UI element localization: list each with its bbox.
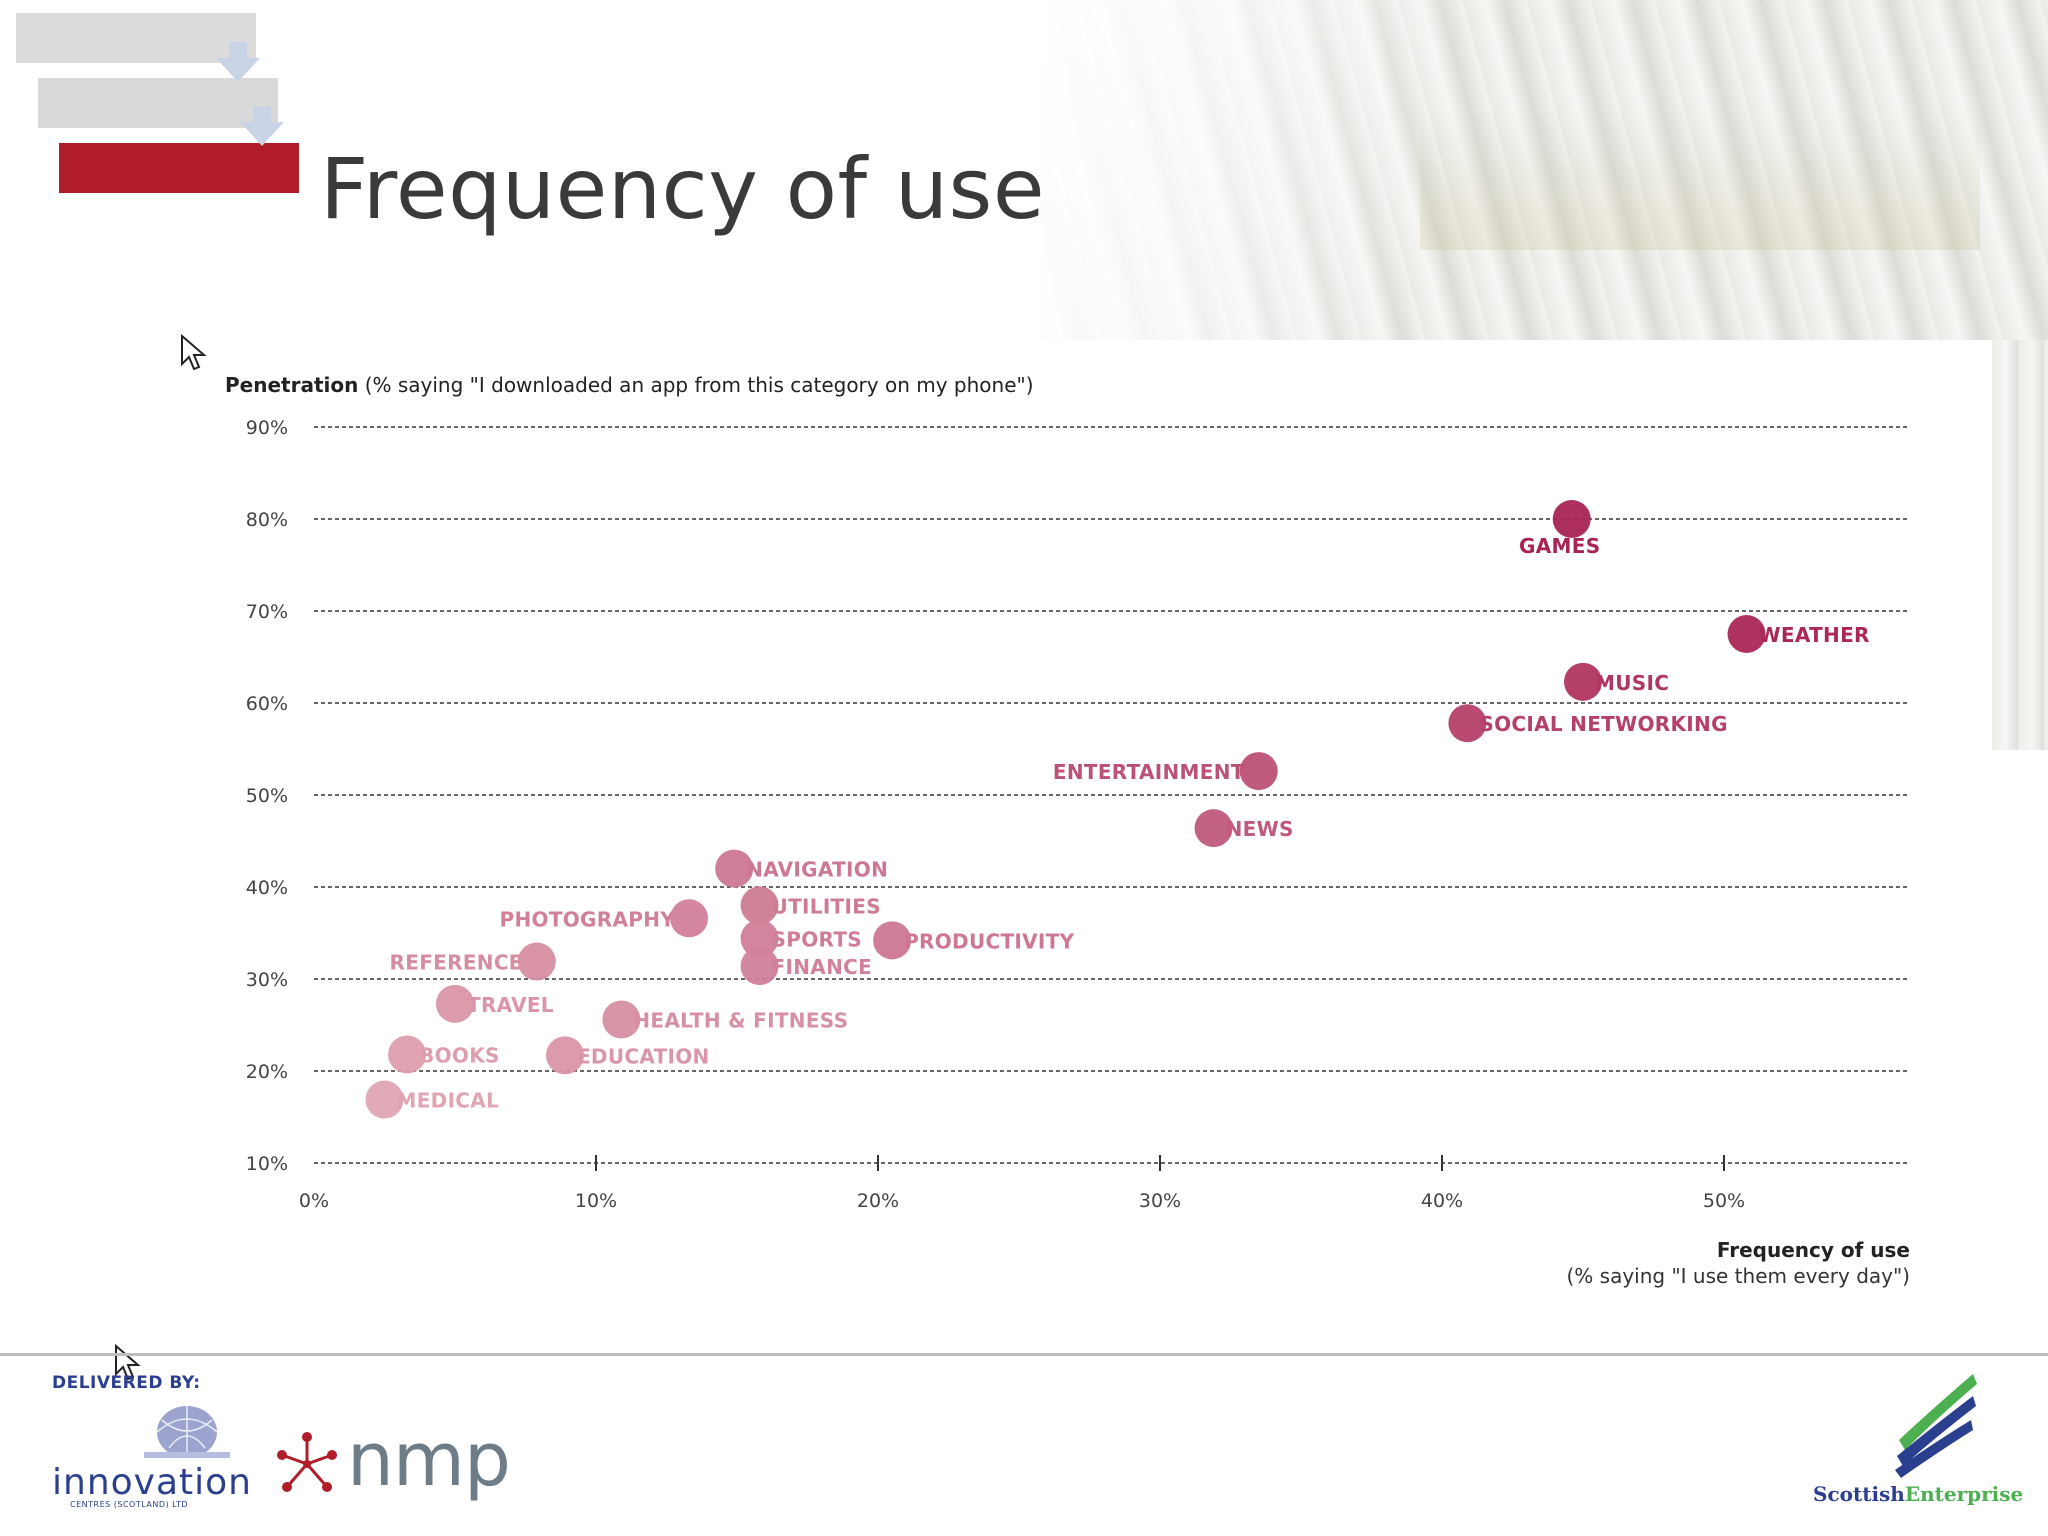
data-label: MEDICAL bbox=[397, 1089, 500, 1113]
y-tick-labels: 10% 20% 30% 40% 50% 60% 70% 80% 90% bbox=[246, 417, 288, 1175]
header-deco-bar-2 bbox=[38, 78, 278, 128]
header-deco-bar-1 bbox=[16, 13, 256, 63]
y-tick-label: 30% bbox=[246, 969, 288, 991]
x-tick-labels: 0% 10% 20% 30% 40% 50% bbox=[299, 1190, 1745, 1212]
x-tick-label: 40% bbox=[1421, 1190, 1463, 1212]
x-tick-label: 10% bbox=[575, 1190, 617, 1212]
y-axis-title-bold: Penetration bbox=[225, 373, 358, 397]
data-labels: GAMES WEATHER MUSIC SOCIAL NETWORKING ENTERT… bbox=[390, 534, 1870, 1113]
x-axis-title-bold: Frequency of use bbox=[1717, 1238, 1910, 1262]
data-point bbox=[365, 1080, 404, 1119]
down-arrow-icon bbox=[216, 58, 260, 82]
y-axis-title-rest: (% saying "I downloaded an app from this… bbox=[358, 373, 1033, 397]
background-photo-edge bbox=[1992, 340, 2048, 750]
data-point bbox=[1552, 500, 1591, 538]
x-axis-title-rest: (% saying "I use them every day") bbox=[1567, 1264, 1911, 1288]
data-label: SPORTS bbox=[772, 928, 862, 952]
data-point bbox=[740, 919, 779, 958]
header-deco-arrow-stem-1 bbox=[229, 42, 247, 62]
data-point bbox=[436, 984, 474, 1023]
data-point bbox=[740, 947, 779, 986]
y-tick-label: 90% bbox=[246, 417, 288, 439]
nmp-star-icon bbox=[277, 1432, 337, 1492]
data-point bbox=[740, 886, 779, 925]
nmp-logo: nmp bbox=[272, 1417, 511, 1505]
chart-panel: Penetration (% saying "I downloaded an a… bbox=[210, 340, 1990, 1310]
data-label: ENTERTAINMENT bbox=[1053, 760, 1245, 784]
innovation-logo-subtext: CENTRES (SCOTLAND) LTD bbox=[70, 1500, 189, 1509]
y-tick-label: 20% bbox=[246, 1061, 288, 1083]
data-label: UTILITIES bbox=[772, 894, 881, 918]
data-label: FINANCE bbox=[772, 955, 873, 979]
scottish-enterprise-word-2: Enterprise bbox=[1904, 1482, 2024, 1506]
x-tick-label: 30% bbox=[1139, 1190, 1181, 1212]
data-point bbox=[715, 849, 754, 888]
data-point bbox=[873, 921, 912, 960]
data-point bbox=[670, 899, 709, 938]
data-label: SOCIAL NETWORKING bbox=[1479, 712, 1727, 736]
x-tick-label: 50% bbox=[1703, 1190, 1745, 1212]
data-label: HEALTH & FITNESS bbox=[633, 1008, 848, 1032]
background-photo bbox=[1040, 0, 2048, 340]
y-tick-label: 40% bbox=[246, 877, 288, 899]
data-point bbox=[1239, 752, 1278, 791]
scatter-chart: Penetration (% saying "I downloaded an a… bbox=[225, 373, 1911, 1288]
data-label: NEWS bbox=[1226, 817, 1294, 841]
grid-lines bbox=[314, 426, 1910, 1171]
data-label: BOOKS bbox=[419, 1043, 500, 1067]
page-title: Frequency of use bbox=[320, 140, 1045, 238]
data-label: PRODUCTIVITY bbox=[904, 929, 1075, 953]
data-label: REFERENCE bbox=[390, 951, 523, 975]
data-label: MUSIC bbox=[1595, 671, 1669, 695]
scottish-enterprise-swoosh-icon bbox=[1895, 1374, 1977, 1478]
data-point bbox=[1727, 615, 1766, 653]
data-label: GAMES bbox=[1519, 534, 1600, 558]
mouse-cursor-icon bbox=[181, 334, 207, 371]
innovation-centres-logo: innovation CENTRES (SCOTLAND) LTD bbox=[52, 1400, 251, 1512]
header-deco-bar-3 bbox=[59, 143, 299, 193]
scottish-enterprise-text: ScottishEnterprise bbox=[1813, 1482, 2023, 1506]
x-tick-label: 20% bbox=[857, 1190, 899, 1212]
data-label: PHOTOGRAPHY bbox=[500, 907, 676, 931]
nmp-logo-text: nmp bbox=[347, 1417, 511, 1503]
data-point bbox=[1564, 662, 1602, 701]
scottish-enterprise-word-1: Scottish bbox=[1813, 1482, 1905, 1506]
header-deco-arrow-stem-2 bbox=[253, 106, 271, 126]
scottish-enterprise-logo: ScottishEnterprise bbox=[1805, 1370, 2023, 1520]
data-points bbox=[365, 500, 1766, 1119]
delivered-by-label: DELIVERED BY: bbox=[52, 1373, 201, 1393]
data-point bbox=[1448, 704, 1487, 743]
innovation-logo-text: innovation bbox=[52, 1462, 252, 1503]
data-label: NAVIGATION bbox=[746, 858, 888, 882]
x-tick-label: 0% bbox=[299, 1190, 329, 1212]
data-point bbox=[517, 942, 556, 981]
y-tick-label: 80% bbox=[246, 509, 288, 531]
data-label: EDUCATION bbox=[577, 1044, 710, 1068]
innovation-globe-icon bbox=[144, 1406, 230, 1458]
data-label: WEATHER bbox=[1759, 623, 1870, 647]
data-point bbox=[1194, 809, 1233, 848]
data-label: TRAVEL bbox=[467, 993, 554, 1017]
y-tick-label: 10% bbox=[246, 1153, 288, 1175]
background-photo-detail bbox=[1420, 10, 1980, 250]
footer-divider bbox=[0, 1353, 2048, 1356]
y-tick-label: 50% bbox=[246, 785, 288, 807]
y-axis-title: Penetration (% saying "I downloaded an a… bbox=[225, 373, 1034, 397]
data-point bbox=[388, 1035, 427, 1074]
down-arrow-icon bbox=[240, 122, 284, 146]
data-point bbox=[602, 1000, 641, 1039]
y-tick-label: 60% bbox=[246, 693, 288, 715]
y-tick-label: 70% bbox=[246, 601, 288, 623]
data-point bbox=[545, 1036, 584, 1075]
